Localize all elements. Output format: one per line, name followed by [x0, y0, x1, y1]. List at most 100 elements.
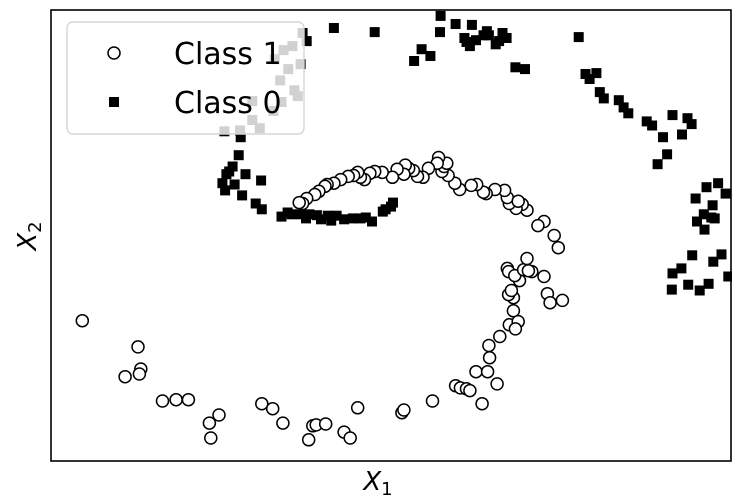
class-1-point-28: [469, 364, 483, 379]
class-0-point-84: [667, 110, 678, 121]
class-0-point-81: [641, 116, 652, 127]
class-1-point-4: [132, 367, 147, 381]
class-0-point-97: [720, 188, 731, 199]
class-1-point-0: [75, 313, 90, 328]
y-axis-label-sub: 2: [25, 221, 46, 232]
class-1-point-8: [202, 416, 217, 430]
class-0-point-67: [494, 36, 505, 47]
class-0-point-56: [435, 10, 446, 21]
class-0-point-3: [295, 209, 306, 220]
class-0-point-108: [723, 271, 732, 282]
class-0-point-60: [464, 41, 475, 52]
class-0-point-80: [623, 108, 634, 119]
class-0-point-106: [687, 250, 698, 261]
class-1-point-11: [255, 396, 269, 411]
class-0-point-32: [235, 132, 246, 143]
class-1-point-53: [555, 293, 570, 308]
class-0-point-51: [369, 27, 380, 38]
class-0-point-15: [367, 216, 377, 227]
class-1-point-20: [350, 401, 365, 415]
class-0-point-101: [683, 279, 694, 290]
class-0-point-98: [713, 178, 724, 189]
class-0-point-104: [676, 263, 687, 274]
class-1-point-41: [504, 283, 519, 298]
class-1-point-13: [276, 416, 290, 430]
class-0-point-55: [435, 27, 445, 38]
class-1-point-32: [482, 338, 496, 353]
class-1-point-63: [511, 194, 525, 208]
class-1-point-38: [508, 322, 523, 336]
class-0-point-107: [703, 278, 714, 289]
class-0-point-14: [360, 212, 371, 223]
class-0-point-54: [425, 51, 436, 61]
class-1-point-14: [301, 433, 316, 447]
class-1-point-57: [531, 218, 545, 233]
legend: Class 1 Class 0: [66, 21, 305, 135]
class-0-point-26: [220, 185, 231, 196]
class-1-point-47: [520, 251, 534, 266]
class-0-point-10: [331, 210, 342, 221]
class-0-point-12: [347, 213, 358, 224]
class-0-point-100: [667, 268, 678, 279]
class-0-point-48: [301, 36, 312, 47]
class-0-point-91: [701, 182, 712, 193]
class-0-point-69: [501, 33, 512, 43]
class-0-point-5: [304, 209, 315, 220]
class-1-point-1: [118, 369, 132, 384]
legend-class-1-label: Class 1: [174, 37, 282, 72]
class-0-point-27: [221, 169, 232, 180]
class-0-point-99: [709, 213, 720, 224]
class-0-point-92: [692, 216, 702, 227]
class-1-point-6: [169, 392, 183, 407]
class-1-point-23: [425, 394, 440, 408]
class-0-point-88: [652, 159, 663, 170]
class-1-point-22: [397, 403, 411, 417]
class-1-point-34: [493, 329, 507, 344]
class-0-point-52: [416, 44, 427, 55]
class-1-point-36: [506, 304, 521, 318]
class-1-point-55: [547, 228, 561, 243]
class-1-point-5: [155, 394, 170, 408]
y-axis-label-main: X: [13, 232, 43, 253]
x-axis-label-sub: 1: [381, 479, 392, 495]
legend-box: [66, 21, 305, 135]
class-0-point-70: [510, 62, 521, 73]
class-0-point-78: [613, 95, 624, 106]
class-0-point-31: [256, 175, 267, 186]
class-0-point-2: [286, 209, 297, 220]
class-0-point-61: [471, 35, 481, 46]
class-0-point-82: [647, 120, 658, 131]
class-0-point-87: [686, 119, 697, 130]
class-0-point-103: [708, 256, 719, 267]
class-1-point-103: [292, 195, 306, 210]
class-0-point-20: [256, 204, 267, 215]
class-0-point-102: [694, 285, 705, 296]
class-1-point-7: [181, 392, 196, 407]
class-0-point-19: [388, 197, 398, 208]
class-1-point-33: [490, 377, 504, 391]
class-0-point-50: [328, 23, 339, 33]
class-0-point-22: [237, 190, 248, 201]
class-1-point-29: [480, 364, 495, 379]
class-0-point-75: [584, 74, 595, 84]
class-1-point-30: [475, 396, 489, 411]
class-1-point-12: [265, 401, 280, 416]
class-0-point-79: [618, 102, 629, 113]
class-0-point-0: [276, 211, 287, 222]
class-1-point-51: [521, 263, 536, 278]
class-1-point-27: [463, 383, 477, 398]
legend-class-0-marker: [109, 97, 119, 107]
class-1-point-19: [343, 431, 357, 445]
class-0-point-13: [355, 213, 366, 224]
class-0-point-83: [658, 132, 668, 143]
x-axis-label-main: X: [361, 467, 382, 495]
class-0-point-30: [240, 169, 251, 180]
class-0-point-85: [677, 129, 687, 140]
class-0-point-17: [380, 204, 391, 215]
class-0-point-89: [662, 149, 673, 160]
legend-class-1-marker: [107, 46, 121, 60]
class-0-point-23: [229, 179, 240, 190]
class-0-point-11: [339, 214, 350, 225]
class-0-point-74: [591, 68, 602, 79]
